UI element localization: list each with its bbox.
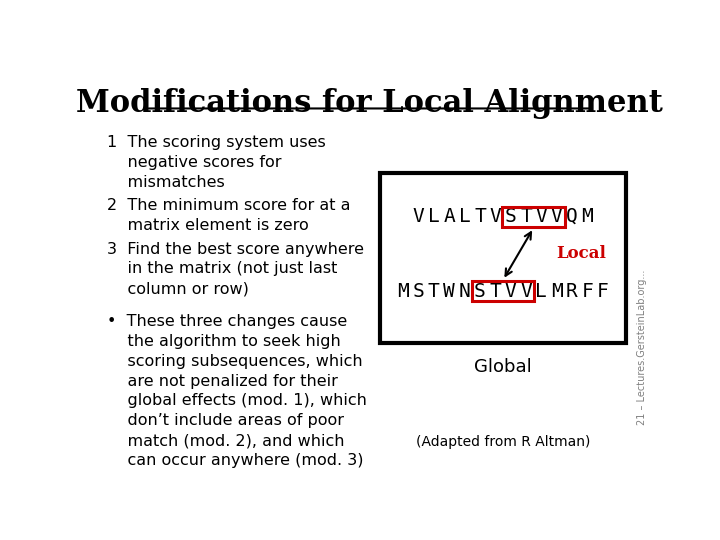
Text: T: T [520,207,532,226]
Text: S: S [505,207,516,226]
Text: •  These three changes cause
    the algorithm to seek high
    scoring subseque: • These three changes cause the algorith… [107,314,366,468]
Text: V: V [505,282,516,301]
Bar [380,173,626,343]
Text: V: V [551,207,562,226]
Text: 21 – Lectures.GersteinLab.org...: 21 – Lectures.GersteinLab.org... [637,270,647,425]
Text: M: M [582,207,593,226]
Text: N: N [459,282,470,301]
Text: A: A [444,207,455,226]
Text: S: S [413,282,424,301]
Text: L: L [428,207,440,226]
Bar [472,281,534,301]
Text: L: L [536,282,547,301]
Text: W: W [444,282,455,301]
Text: R: R [566,282,578,301]
Text: T: T [490,282,501,301]
Text: M: M [551,282,562,301]
Bar [503,207,565,227]
Text: Local: Local [556,246,606,262]
Text: L: L [459,207,470,226]
Text: S: S [474,282,486,301]
Text: 1  The scoring system uses
    negative scores for
    mismatches: 1 The scoring system uses negative score… [107,136,325,190]
Text: T: T [428,282,440,301]
Text: T: T [474,207,486,226]
Text: F: F [597,282,608,301]
Text: V: V [413,207,424,226]
Text: 3  Find the best score anywhere
    in the matrix (not just last
    column or r: 3 Find the best score anywhere in the ma… [107,241,364,296]
Text: (Adapted from R Altman): (Adapted from R Altman) [415,435,590,449]
Text: M: M [397,282,409,301]
Text: V: V [520,282,532,301]
Text: F: F [582,282,593,301]
Text: Modifications for Local Alignment: Modifications for Local Alignment [76,87,662,119]
Text: 2  The minimum score for at a
    matrix element is zero: 2 The minimum score for at a matrix elem… [107,198,350,233]
Text: Global: Global [474,358,532,376]
Text: Q: Q [566,207,578,226]
Text: V: V [490,207,501,226]
Text: V: V [536,207,547,226]
